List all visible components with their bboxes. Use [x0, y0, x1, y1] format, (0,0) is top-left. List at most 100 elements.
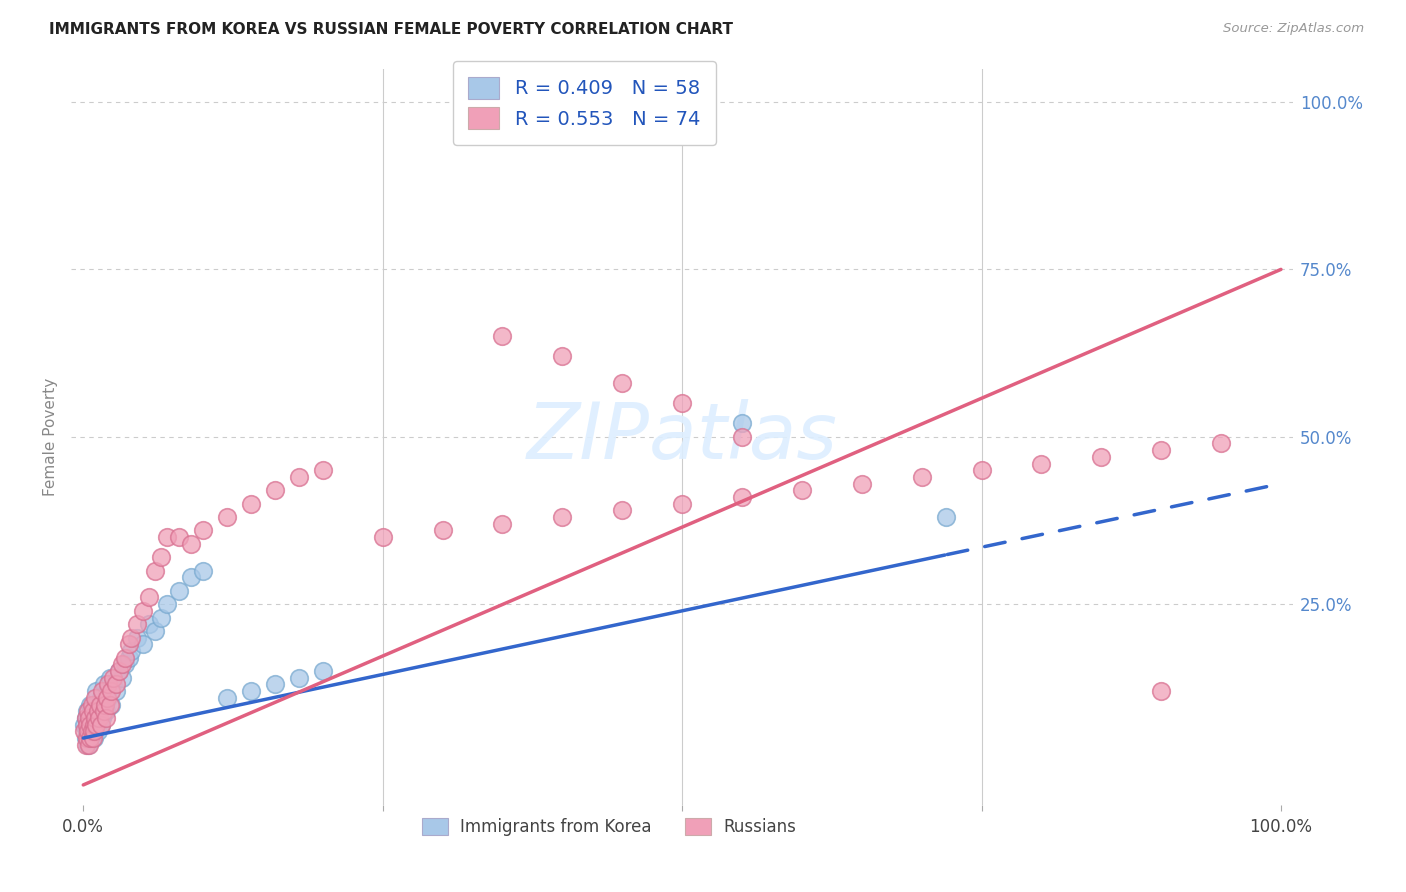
Point — [132, 604, 155, 618]
Point — [82, 717, 104, 731]
Point — [108, 664, 131, 678]
Point — [156, 597, 179, 611]
Point — [120, 644, 142, 658]
Point — [96, 690, 118, 705]
Point — [82, 704, 104, 718]
Point — [215, 510, 238, 524]
Point — [90, 717, 112, 731]
Point — [86, 717, 108, 731]
Point — [143, 624, 166, 638]
Point — [77, 711, 100, 725]
Legend: Immigrants from Korea, Russians: Immigrants from Korea, Russians — [413, 810, 804, 845]
Point — [84, 724, 107, 739]
Point — [77, 738, 100, 752]
Point — [1209, 436, 1232, 450]
Point — [264, 677, 287, 691]
Point — [180, 537, 202, 551]
Point — [1031, 457, 1053, 471]
Point — [1150, 684, 1173, 698]
Point — [143, 564, 166, 578]
Point — [77, 717, 100, 731]
Point — [127, 617, 149, 632]
Point — [127, 631, 149, 645]
Point — [138, 591, 160, 605]
Point — [108, 664, 131, 678]
Point — [100, 684, 122, 698]
Point — [80, 704, 103, 718]
Point — [77, 724, 100, 739]
Point — [86, 704, 108, 718]
Point — [86, 684, 108, 698]
Point — [94, 698, 117, 712]
Point — [77, 731, 100, 745]
Point — [114, 650, 136, 665]
Point — [612, 503, 634, 517]
Point — [97, 690, 120, 705]
Point — [76, 704, 98, 718]
Point — [91, 684, 114, 698]
Point — [103, 671, 125, 685]
Point — [83, 731, 105, 745]
Point — [731, 490, 754, 504]
Point — [90, 717, 112, 731]
Point — [91, 711, 114, 725]
Point — [75, 711, 97, 725]
Text: IMMIGRANTS FROM KOREA VS RUSSIAN FEMALE POVERTY CORRELATION CHART: IMMIGRANTS FROM KOREA VS RUSSIAN FEMALE … — [49, 22, 733, 37]
Point — [94, 711, 117, 725]
Point — [110, 671, 132, 685]
Point — [76, 717, 98, 731]
Point — [73, 724, 96, 739]
Point — [104, 677, 127, 691]
Point — [150, 610, 173, 624]
Point — [110, 657, 132, 672]
Point — [96, 684, 118, 698]
Point — [84, 690, 107, 705]
Point — [86, 724, 108, 739]
Point — [104, 684, 127, 698]
Point — [90, 690, 112, 705]
Point — [86, 711, 108, 725]
Point — [79, 698, 101, 712]
Point — [77, 738, 100, 752]
Point — [312, 664, 335, 678]
Point — [75, 731, 97, 745]
Point — [1150, 443, 1173, 458]
Point — [264, 483, 287, 498]
Point — [94, 698, 117, 712]
Point — [97, 677, 120, 691]
Point — [312, 463, 335, 477]
Point — [83, 724, 105, 739]
Point — [491, 329, 513, 343]
Point — [970, 463, 993, 477]
Point — [76, 724, 98, 739]
Point — [288, 470, 311, 484]
Point — [77, 711, 100, 725]
Point — [671, 497, 693, 511]
Point — [89, 704, 111, 718]
Point — [239, 684, 262, 698]
Point — [75, 738, 97, 752]
Point — [935, 510, 957, 524]
Point — [76, 731, 98, 745]
Point — [103, 677, 125, 691]
Text: ZIPatlas: ZIPatlas — [527, 399, 838, 475]
Point — [150, 550, 173, 565]
Point — [215, 690, 238, 705]
Point — [84, 711, 107, 725]
Point — [98, 671, 121, 685]
Point — [87, 711, 110, 725]
Point — [79, 717, 101, 731]
Point — [80, 731, 103, 745]
Point — [80, 724, 103, 739]
Point — [84, 698, 107, 712]
Point — [132, 637, 155, 651]
Point — [118, 650, 141, 665]
Point — [138, 617, 160, 632]
Point — [87, 698, 110, 712]
Point — [79, 724, 101, 739]
Point — [167, 583, 190, 598]
Point — [118, 637, 141, 651]
Point — [93, 677, 115, 691]
Point — [551, 350, 574, 364]
Point — [491, 516, 513, 531]
